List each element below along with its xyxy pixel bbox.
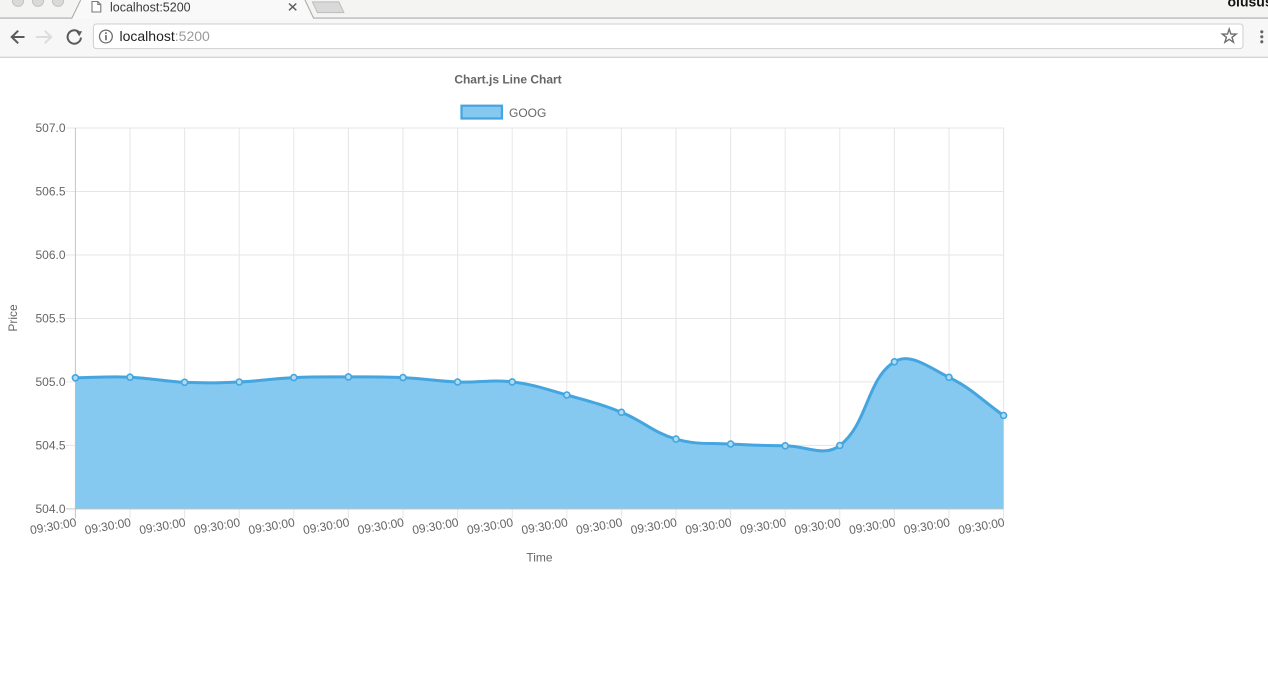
svg-text:09:30:00: 09:30:00 [357, 515, 406, 537]
svg-text:localhost:5200: localhost:5200 [110, 0, 191, 14]
svg-text:09:30:00: 09:30:00 [466, 515, 515, 537]
svg-text:09:30:00: 09:30:00 [630, 515, 679, 537]
svg-text:olususi: olususi [1228, 0, 1268, 10]
svg-text:09:30:00: 09:30:00 [247, 515, 296, 537]
svg-text:505.5: 505.5 [35, 312, 65, 326]
svg-text:504.5: 504.5 [35, 439, 65, 453]
svg-text:Chart.js Line Chart: Chart.js Line Chart [454, 73, 561, 87]
svg-text:506.5: 506.5 [35, 185, 65, 199]
svg-text:09:30:00: 09:30:00 [138, 515, 187, 537]
svg-text:09:30:00: 09:30:00 [411, 515, 460, 537]
svg-text:09:30:00: 09:30:00 [848, 515, 897, 537]
svg-text:Price: Price [6, 304, 20, 332]
svg-text:GOOG: GOOG [509, 106, 546, 120]
svg-text:09:30:00: 09:30:00 [302, 515, 351, 537]
svg-text:09:30:00: 09:30:00 [84, 515, 133, 537]
svg-text:09:30:00: 09:30:00 [575, 515, 624, 537]
svg-text:09:30:00: 09:30:00 [193, 515, 242, 537]
svg-text:Time: Time [526, 551, 553, 565]
svg-text:09:30:00: 09:30:00 [739, 515, 788, 537]
svg-text:507.0: 507.0 [35, 121, 65, 135]
svg-text:09:30:00: 09:30:00 [520, 515, 569, 537]
svg-text:09:30:00: 09:30:00 [29, 515, 78, 537]
svg-text:09:30:00: 09:30:00 [684, 515, 733, 537]
svg-text:09:30:00: 09:30:00 [903, 515, 952, 537]
svg-text:504.0: 504.0 [35, 502, 65, 516]
svg-text:localhost:5200: localhost:5200 [120, 28, 211, 44]
svg-text:505.0: 505.0 [35, 375, 65, 389]
svg-text:09:30:00: 09:30:00 [957, 515, 1006, 537]
svg-text:09:30:00: 09:30:00 [793, 515, 842, 537]
svg-text:506.0: 506.0 [35, 248, 65, 262]
